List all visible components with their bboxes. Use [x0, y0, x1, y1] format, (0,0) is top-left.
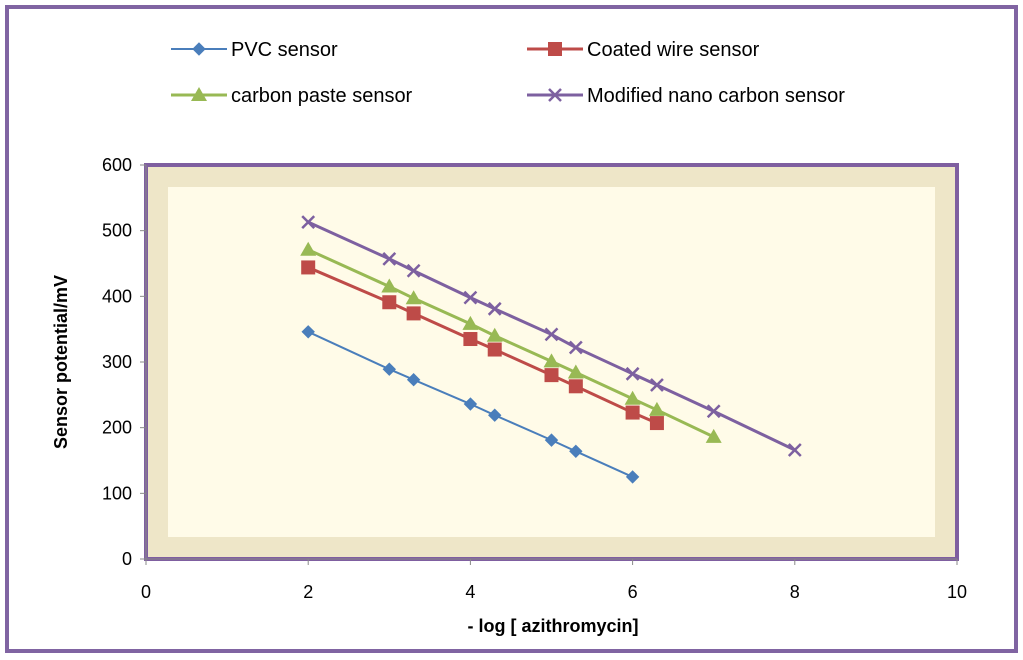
data-point [544, 368, 559, 383]
data-point [568, 379, 583, 394]
legend-marker [192, 42, 206, 56]
marker-stroke [544, 327, 559, 342]
series-line [307, 248, 715, 439]
x-tick-label: 2 [303, 582, 313, 602]
data-point [625, 470, 640, 484]
data-series [300, 215, 802, 484]
data-point [463, 290, 478, 305]
data-point [625, 405, 640, 420]
data-point [463, 397, 478, 411]
legend-item: Coated wire sensor [527, 39, 760, 61]
marker-stroke [787, 443, 802, 457]
data-point [625, 366, 640, 381]
x-tick-label: 6 [628, 582, 638, 602]
y-tick-label: 400 [102, 286, 132, 306]
plot-area [144, 163, 959, 561]
data-point [301, 215, 316, 230]
legend-label: carbon paste sensor [231, 85, 413, 107]
data-point [705, 428, 722, 443]
data-point [300, 241, 317, 256]
data-point [486, 327, 503, 342]
legend-label: Coated wire sensor [587, 39, 760, 61]
data-point [301, 325, 315, 339]
legend-item: PVC sensor [171, 39, 338, 61]
data-point [463, 332, 478, 347]
data-point [624, 390, 641, 405]
marker-stroke [568, 340, 583, 355]
legend: PVC sensor Coated wire sensor carbon paste… [171, 39, 845, 107]
marker-stroke [301, 215, 316, 230]
series-1 [301, 325, 640, 484]
marker-stroke [625, 366, 640, 381]
data-point [648, 401, 665, 416]
legend-marker [548, 88, 562, 102]
data-point [787, 443, 802, 457]
y-tick-label: 100 [102, 483, 132, 503]
data-point [706, 404, 721, 419]
series-4 [301, 215, 802, 457]
marker-stroke [706, 404, 721, 419]
legend-marker [548, 42, 562, 56]
marker-stroke [463, 290, 478, 305]
data-point [462, 315, 479, 330]
y-axis-title: Sensor potential/mV [51, 275, 71, 449]
data-point [406, 373, 421, 387]
marker-stroke [548, 88, 562, 102]
marker-stroke [487, 301, 502, 316]
data-point [650, 378, 664, 392]
data-point [544, 327, 559, 342]
y-tick-label: 500 [102, 221, 132, 241]
data-point [406, 263, 421, 278]
data-point [406, 306, 421, 321]
legend-item: carbon paste sensor [171, 85, 413, 107]
axes: 0 100 200 300 400 500 600 0 2 4 6 8 10 [102, 155, 967, 602]
data-point [382, 252, 397, 266]
data-point [567, 364, 584, 379]
marker-stroke [406, 263, 421, 278]
data-point [649, 416, 664, 431]
y-tick-label: 300 [102, 352, 132, 372]
data-point [382, 362, 397, 376]
data-point [569, 444, 583, 459]
data-point [488, 408, 502, 422]
data-point [381, 278, 398, 293]
x-tick-label: 10 [947, 582, 967, 602]
marker-stroke [650, 378, 664, 392]
legend-item: Modified nano carbon sensor [527, 85, 845, 107]
data-point [543, 353, 560, 368]
data-point [487, 342, 502, 357]
data-point [405, 290, 422, 305]
data-point [568, 340, 583, 355]
legend-label: Modified nano carbon sensor [587, 85, 845, 107]
marker-stroke [382, 252, 397, 266]
legend-label: PVC sensor [231, 39, 338, 61]
x-tick-label: 4 [465, 582, 475, 602]
series-2 [301, 260, 664, 431]
y-tick-label: 200 [102, 418, 132, 438]
x-tick-label: 8 [790, 582, 800, 602]
data-point [301, 260, 316, 275]
x-axis-title: - log [ azithromycin] [468, 616, 639, 636]
series-3 [300, 241, 722, 443]
y-tick-label: 0 [122, 549, 132, 569]
legend-marker [191, 87, 207, 101]
y-tick-label: 600 [102, 155, 132, 175]
data-point [382, 295, 397, 310]
x-tick-label: 0 [141, 582, 151, 602]
data-point [487, 301, 502, 316]
data-point [544, 433, 559, 447]
